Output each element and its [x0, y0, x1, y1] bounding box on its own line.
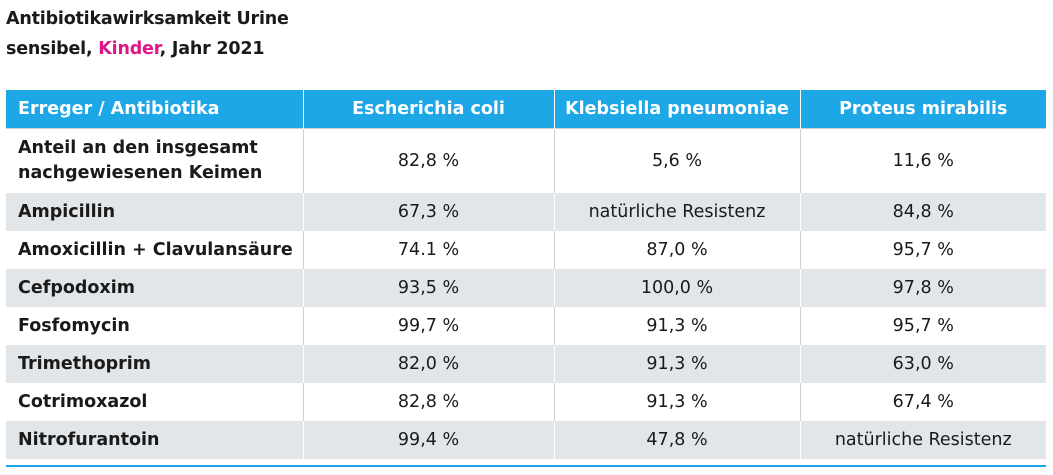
table-row: Ampicillin 67,3 % natürliche Resistenz 8… [6, 193, 1046, 231]
table-bottom-rule [6, 465, 1046, 467]
cell-value: 93,5 % [302, 269, 554, 307]
row-label: Amoxicillin + Clavulansäure [6, 231, 303, 269]
cell-value: 97,8 % [799, 269, 1046, 307]
title-line-1: Antibiotikawirksamkeit Urine [6, 9, 289, 29]
sensitivity-table-container: Erreger / Antibiotika Escherichia coli K… [6, 90, 1046, 459]
cell-value: 95,7 % [799, 307, 1046, 345]
cell-value: 91,3 % [553, 383, 800, 421]
cell-value: 11,6 % [799, 128, 1046, 193]
cell-value: 67,3 % [302, 193, 554, 231]
table-header-row: Erreger / Antibiotika Escherichia coli K… [6, 90, 1046, 129]
cell-value: 84,8 % [799, 193, 1046, 231]
row-label: Anteil an den insgesamt nachgewiesenen K… [6, 128, 303, 193]
cell-value: 91,3 % [553, 307, 800, 345]
page-title: Antibiotikawirksamkeit Urine sensibel, K… [6, 4, 289, 64]
header-escherichia-coli: Escherichia coli [302, 90, 554, 129]
row-label: Nitrofurantoin [6, 421, 303, 459]
cell-value: 82,0 % [302, 345, 554, 383]
cell-value: 47,8 % [553, 421, 800, 459]
cell-value: 82,8 % [302, 383, 554, 421]
cell-value: 99,4 % [302, 421, 554, 459]
row-label: Trimethoprim [6, 345, 303, 383]
cell-value: 95,7 % [799, 231, 1046, 269]
table-row: Anteil an den insgesamt nachgewiesenen K… [6, 128, 1046, 193]
cell-value: 99,7 % [302, 307, 554, 345]
title-line-2-prefix: sensibel, [6, 39, 99, 59]
row-label: Cefpodoxim [6, 269, 303, 307]
cell-value: 82,8 % [302, 128, 554, 193]
header-klebsiella-pneumoniae: Klebsiella pneumoniae [553, 90, 800, 129]
cell-value: 100,0 % [553, 269, 800, 307]
table-row: Trimethoprim 82,0 % 91,3 % 63,0 % [6, 345, 1046, 383]
cell-value: 5,6 % [553, 128, 800, 193]
cell-value: 74.1 % [302, 231, 554, 269]
cell-value: 67,4 % [799, 383, 1046, 421]
table-row: Amoxicillin + Clavulansäure 74.1 % 87,0 … [6, 231, 1046, 269]
table-row: Nitrofurantoin 99,4 % 47,8 % natürliche … [6, 421, 1046, 459]
title-line-2: sensibel, Kinder, Jahr 2021 [6, 34, 289, 64]
row-label: Cotrimoxazol [6, 383, 303, 421]
row-label: Ampicillin [6, 193, 303, 231]
title-accent: Kinder [98, 39, 160, 59]
table-row: Cefpodoxim 93,5 % 100,0 % 97,8 % [6, 269, 1046, 307]
row-label: Fosfomycin [6, 307, 303, 345]
table-row: Fosfomycin 99,7 % 91,3 % 95,7 % [6, 307, 1046, 345]
cell-value: 63,0 % [799, 345, 1046, 383]
cell-value: 91,3 % [553, 345, 800, 383]
cell-value: natürliche Resistenz [799, 421, 1046, 459]
table-row: Cotrimoxazol 82,8 % 91,3 % 67,4 % [6, 383, 1046, 421]
cell-value: natürliche Resistenz [553, 193, 800, 231]
title-line-2-suffix: , Jahr 2021 [159, 39, 265, 59]
header-proteus-mirabilis: Proteus mirabilis [799, 90, 1046, 129]
sensitivity-table: Erreger / Antibiotika Escherichia coli K… [6, 90, 1046, 459]
cell-value: 87,0 % [553, 231, 800, 269]
header-pathogen-antibiotic: Erreger / Antibiotika [6, 90, 303, 129]
